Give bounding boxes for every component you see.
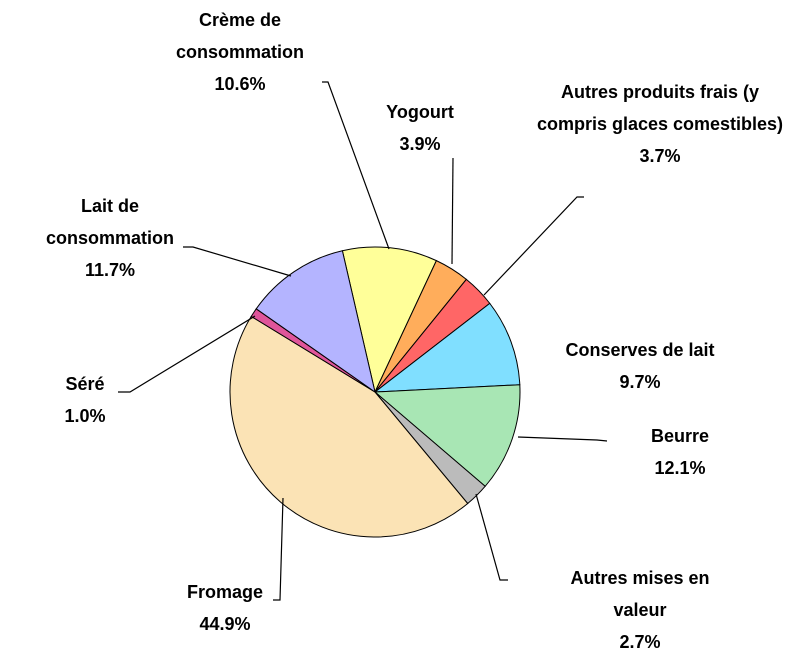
value-label: 9.7%: [619, 372, 661, 392]
pie-slice: [373, 384, 521, 488]
value-label: 44.9%: [199, 614, 251, 634]
pie-slice: [341, 246, 438, 394]
leader-line: [273, 497, 284, 601]
pie-slice: [373, 302, 521, 393]
category-name: Yogourt: [386, 102, 454, 122]
leader-line: [483, 196, 584, 296]
category-name: Conserves de lait: [565, 340, 715, 360]
slice-label: Lait de consommation 11.7%: [25, 190, 195, 286]
pie-slice: [255, 250, 376, 394]
category-name: Autres mises en valeur: [570, 568, 710, 620]
slice-label: Autres produits frais (y compris glaces …: [530, 76, 790, 172]
category-name: Séré: [65, 374, 105, 394]
slice-label: Conserves de lait 9.7%: [520, 334, 760, 398]
value-label: 2.7%: [619, 632, 661, 648]
value-label: 3.9%: [399, 134, 441, 154]
slice-label: Séré 1.0%: [30, 368, 140, 432]
value-label: 1.0%: [64, 406, 106, 426]
leader-line: [183, 246, 292, 277]
leader-line: [517, 436, 608, 442]
value-label: 10.6%: [214, 74, 266, 94]
value-label: 3.7%: [639, 146, 681, 166]
slice-label: Yogourt 3.9%: [370, 96, 470, 160]
slice-label: Fromage 44.9%: [160, 576, 290, 640]
leader-line: [451, 157, 454, 265]
pie-slice: [229, 315, 469, 538]
leader-line: [475, 493, 508, 581]
slice-label: Autres mises en valeur 2.7%: [545, 562, 735, 648]
category-name: Fromage: [186, 582, 264, 602]
slice-label: Crème de consommation 10.6%: [140, 4, 340, 100]
category-name: Beurre: [650, 426, 710, 446]
leader-line: [118, 315, 256, 393]
value-label: 11.7%: [84, 260, 136, 280]
category-name: Crème de consommation: [175, 10, 304, 62]
value-label: 12.1%: [654, 458, 706, 478]
category-name: Autres produits frais (y compris glaces …: [536, 82, 784, 134]
leader-line: [322, 81, 390, 250]
slice-label: Beurre 12.1%: [600, 420, 760, 484]
category-name: Lait de consommation: [45, 196, 174, 248]
